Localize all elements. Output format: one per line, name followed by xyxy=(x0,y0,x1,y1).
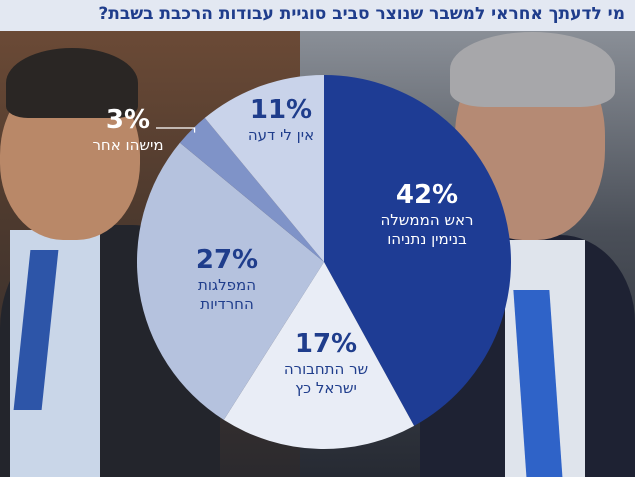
person-right-hair xyxy=(450,32,615,107)
leader-line xyxy=(156,127,196,133)
slice-value-label: 27% xyxy=(196,245,258,275)
slice-category-label: אין לי דעה xyxy=(248,126,314,144)
slice-category-label: שר התחבורה xyxy=(284,360,368,378)
pie-slice xyxy=(179,117,324,262)
title-bar: מי לדעתך אחראי למשבר שנוצר סביב סוגיית ע… xyxy=(0,0,635,31)
pie-slice xyxy=(204,75,324,262)
slice-category-label: המפלגות xyxy=(198,276,256,294)
pie-slice xyxy=(223,262,415,450)
pie-slice xyxy=(324,75,512,426)
slice-category-label: החרדיות xyxy=(200,295,254,313)
slice-category-label: בנימין נתניהו xyxy=(387,230,467,248)
slice-category-label: ישראל כץ xyxy=(295,379,357,397)
chart-title: מי לדעתך אחראי למשבר שנוצר סביב סוגיית ע… xyxy=(98,4,625,24)
slice-value-label: 11% xyxy=(250,95,312,125)
slice-value-label: 17% xyxy=(295,329,357,359)
slice-category-label: ראש הממשלה xyxy=(380,211,473,229)
slice-category-label: מישהו אחר xyxy=(92,136,163,154)
pie-slice xyxy=(136,142,324,420)
slice-value-label: 42% xyxy=(396,180,458,210)
slice-value-label: 3% xyxy=(106,105,150,135)
person-left-hair xyxy=(6,48,138,118)
